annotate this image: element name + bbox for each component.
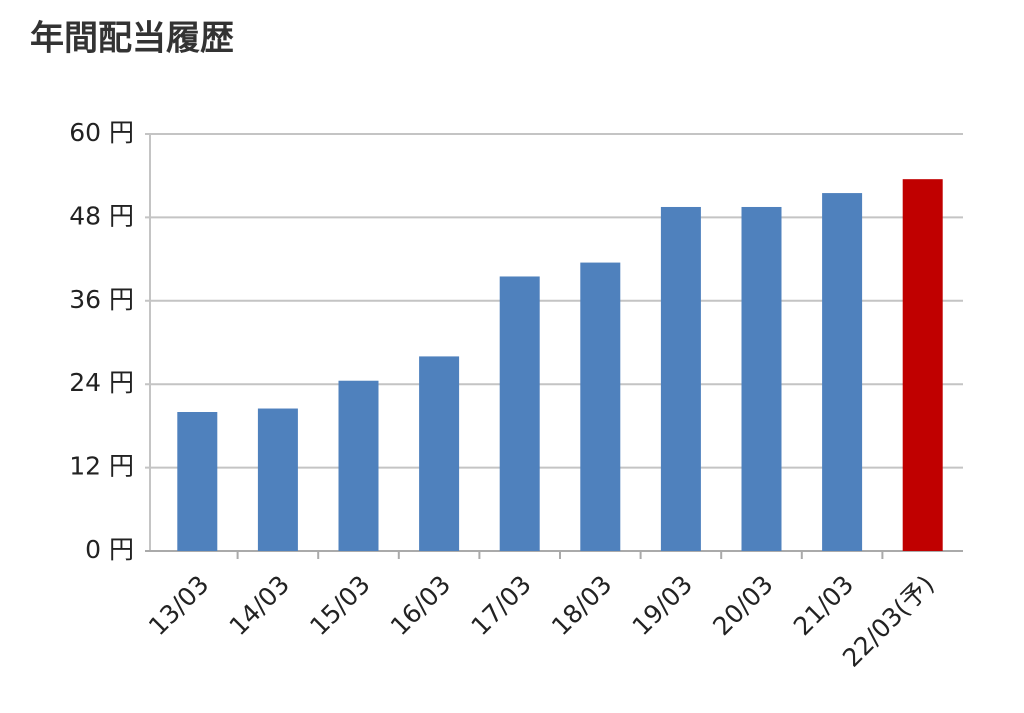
bar — [257, 408, 298, 551]
x-tick-label: 19/03 — [627, 570, 698, 641]
y-tick-label: 0 円 — [85, 535, 134, 564]
bar — [822, 193, 863, 551]
x-tick-label: 14/03 — [224, 570, 295, 641]
x-tick-label: 18/03 — [546, 570, 617, 641]
x-tick-label: 16/03 — [385, 570, 456, 641]
bar — [741, 206, 782, 551]
y-tick-label: 12 円 — [69, 452, 134, 481]
x-tick-label: 20/03 — [707, 570, 778, 641]
bar — [902, 179, 943, 552]
y-tick-label: 24 円 — [69, 368, 134, 397]
bar — [580, 262, 621, 551]
x-tick-label: 15/03 — [304, 570, 375, 641]
chart-title: 年間配当履歴 — [30, 19, 234, 59]
bar — [338, 380, 379, 551]
x-tick-label: 21/03 — [788, 570, 859, 641]
bar — [177, 412, 218, 551]
y-tick-label: 60 円 — [69, 118, 134, 147]
bar — [419, 356, 460, 551]
bar — [499, 276, 540, 551]
y-tick-label: 36 円 — [69, 285, 134, 314]
x-tick-label: 17/03 — [465, 570, 536, 641]
x-tick-label: 13/03 — [143, 570, 214, 641]
bar — [660, 206, 701, 551]
y-tick-label: 48 円 — [69, 201, 134, 230]
